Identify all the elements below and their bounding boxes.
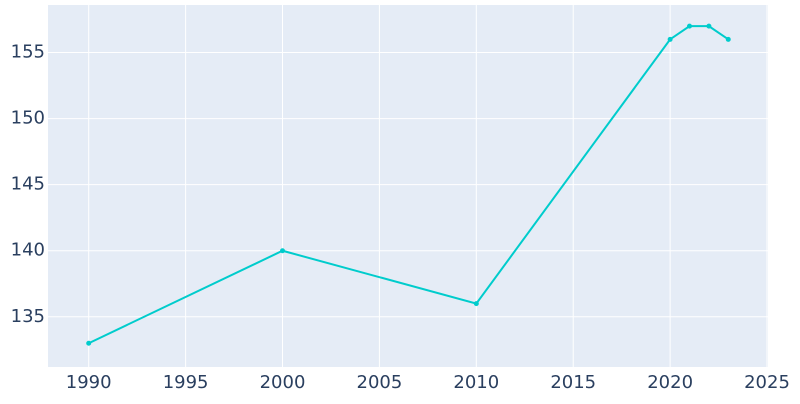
x-tick-label: 2005 (357, 372, 403, 393)
y-tick-label: 150 (11, 108, 45, 129)
point (725, 36, 731, 42)
point (667, 36, 673, 42)
y-tick-label: 155 (11, 42, 45, 63)
point (706, 23, 712, 29)
y-tick-label: 145 (11, 174, 45, 195)
x-tick-label: 2025 (744, 372, 790, 393)
x-tick-label: 2020 (647, 372, 693, 393)
x-tick-label: 2000 (260, 372, 306, 393)
point (280, 248, 286, 254)
point (86, 340, 92, 346)
x-tick-label: 2015 (550, 372, 596, 393)
point (473, 301, 479, 307)
x-tick-label: 2010 (453, 372, 499, 393)
y-tick-label: 135 (11, 306, 45, 327)
y-tick-label: 140 (11, 240, 45, 261)
plot-area (48, 5, 768, 367)
x-tick-label: 1990 (66, 372, 112, 393)
x-tick-label: 1995 (163, 372, 209, 393)
point (687, 23, 693, 29)
